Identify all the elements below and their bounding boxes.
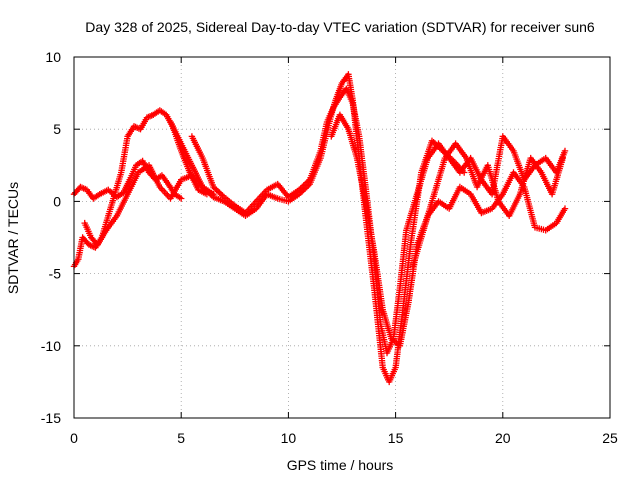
y-axis-label: SDTVAR / TECUs <box>5 182 21 294</box>
series-trace-6 <box>328 111 569 349</box>
y-tick-label: 0 <box>53 193 61 209</box>
y-tick-label: 10 <box>45 49 61 65</box>
y-tick-label: 5 <box>53 121 61 137</box>
y-tick-label: -10 <box>41 338 61 354</box>
x-tick-label: 5 <box>177 430 185 446</box>
chart-title: Day 328 of 2025, Sidereal Day-to-day VTE… <box>85 19 595 35</box>
x-tick-label: 15 <box>388 430 404 446</box>
data-markers <box>409 140 566 270</box>
series-trace-3 <box>81 162 217 248</box>
x-tick-label: 10 <box>281 430 297 446</box>
x-tick-label: 25 <box>602 430 618 446</box>
ticks: 0 5 10 15 20 25 -15 -10 -5 0 5 10 <box>41 49 618 446</box>
data-series <box>70 71 569 386</box>
y-tick-label: -15 <box>41 410 61 426</box>
data-markers <box>70 107 211 270</box>
x-tick-label: 20 <box>495 430 511 446</box>
data-markers <box>328 111 569 349</box>
plot-frame <box>73 56 611 419</box>
y-tick-label: -5 <box>49 266 62 282</box>
x-tick-label: 0 <box>70 430 78 446</box>
series-trace-2 <box>70 107 211 270</box>
data-markers <box>81 162 217 248</box>
series-trace-5 <box>188 85 569 357</box>
series-trace-7 <box>409 140 566 270</box>
data-markers <box>188 85 569 357</box>
grid <box>74 57 610 418</box>
x-axis-label: GPS time / hours <box>287 457 394 473</box>
